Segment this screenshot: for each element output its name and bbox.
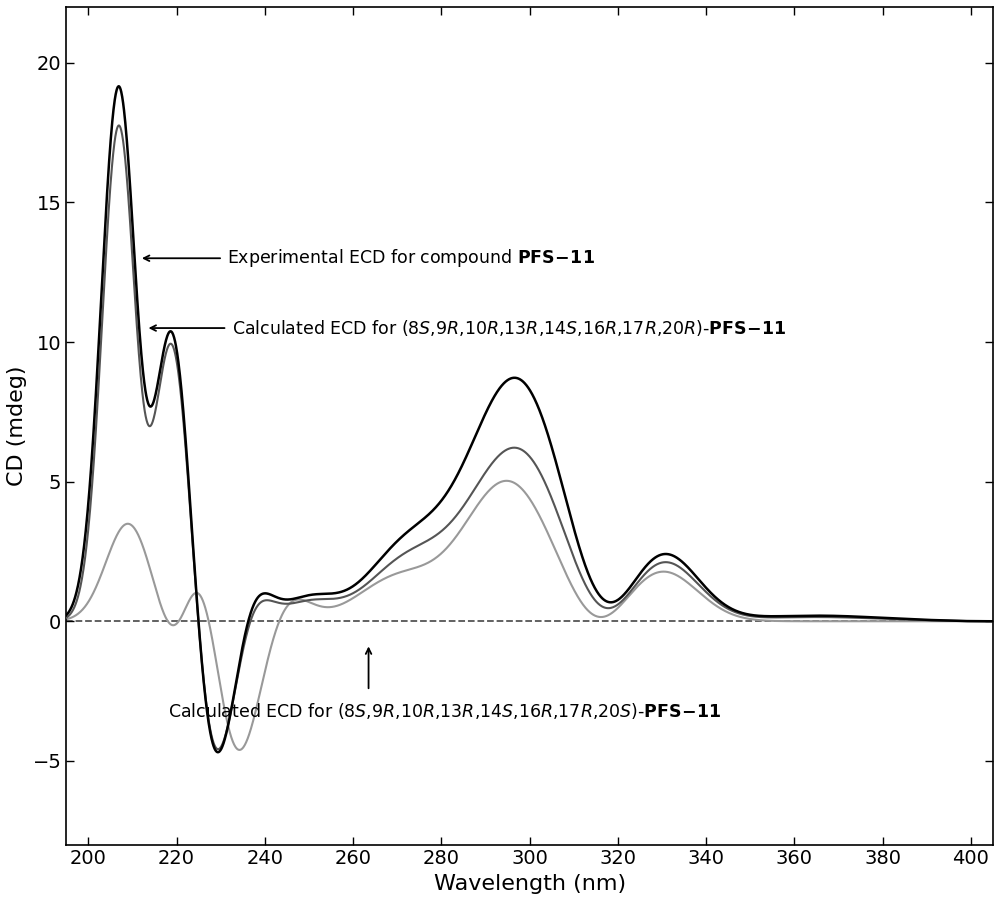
Text: Experimental ECD for compound $\mathbf{PFS\!-\!11}$: Experimental ECD for compound $\mathbf{P… [227, 247, 595, 269]
Text: Calculated ECD for (8$S$,9$R$,10$R$,13$R$,14$S$,16$R$,17$R$,20$S$)-$\mathbf{PFS\: Calculated ECD for (8$S$,9$R$,10$R$,13$R… [168, 701, 721, 721]
X-axis label: Wavelength (nm): Wavelength (nm) [434, 874, 626, 894]
Text: Calculated ECD for (8$S$,9$R$,10$R$,13$R$,14$S$,16$R$,17$R$,20$R$)-$\mathbf{PFS\: Calculated ECD for (8$S$,9$R$,10$R$,13$R… [232, 318, 786, 338]
Y-axis label: CD (mdeg): CD (mdeg) [7, 366, 27, 486]
